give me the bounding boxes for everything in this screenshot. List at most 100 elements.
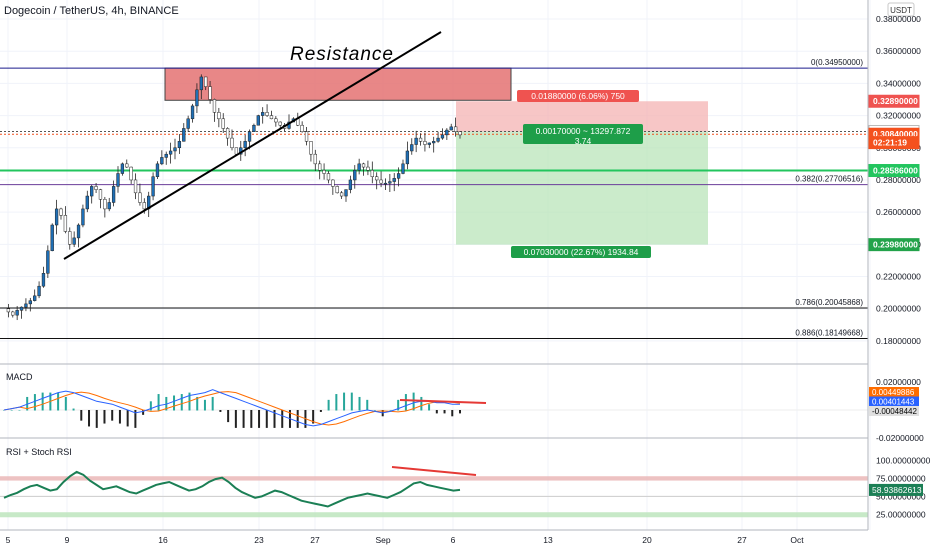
time-tick-label: 16 [158,535,168,545]
candle-body [133,179,138,194]
macd-histogram-bar [281,410,284,428]
price-tick-label: 0.22000000 [876,272,921,282]
candle-body [212,99,217,113]
candle-body [445,129,449,136]
candle-body [177,141,182,149]
macd-histogram-bar [149,401,152,411]
macd-histogram-bar [273,410,276,428]
candle-body [68,231,72,245]
macd-histogram-bar [420,396,423,411]
candle-body [72,237,76,245]
macd-badge-text: 0.00401443 [872,398,915,407]
candle-body [401,163,405,174]
macd-tick-label: 0.02000000 [876,377,921,387]
level-lines: 0(0.34950000) 0.382(0.27706516) 0.786(0.20… [0,58,868,339]
candle-body [19,306,24,311]
trendline [63,31,442,260]
candle-body [6,308,11,313]
symbol-title: Dogecoin / TetherUS, 4h, BINANCE [4,5,179,17]
macd-histogram-bar [80,410,83,421]
macd-histogram-bar [211,396,214,411]
candle-body [383,182,388,185]
macd-histogram-bar [412,392,415,411]
candle-body [230,137,234,149]
price-badge-box [868,94,920,108]
target-label: 0.07030000 (22.67%) 1934.84 [511,246,651,258]
candle-body [370,170,374,177]
macd-title: MACD [6,372,33,382]
time-tick-label: Oct [790,535,804,545]
candle-body [15,310,19,316]
macd-histogram-bar [435,410,438,414]
candle-body [234,147,239,155]
candle-body [98,189,103,200]
entry-label-text: 3.74 [575,136,592,146]
macd-histogram-bar [443,410,446,414]
candle-body [449,126,453,131]
candle-body [103,199,107,210]
macd-histogram-bar [373,410,376,411]
candle-body [256,115,260,126]
candle-body [348,179,353,190]
candle-body [107,202,111,210]
time-axis[interactable]: 5 9 16 23 27 Sep 6 13 20 27 Oct [6,535,805,545]
macd-histogram-bar [312,410,315,424]
macd-histogram-bar [103,410,106,424]
rsi-badge-text: 58.93862613 [872,485,922,495]
macd-histogram-bar [111,410,114,421]
rsi-tick-label: 50.00000000 [876,491,926,501]
macd-histogram-bar [95,410,98,428]
candle-body [326,173,331,181]
rsi-tick-label: 25.00000000 [876,509,926,519]
candle-body [243,141,247,149]
price-badge-box [868,238,920,252]
candle-body [410,144,414,152]
candle-body [190,105,195,120]
candle-body [54,208,59,226]
currency-text: USDT [890,6,912,15]
macd-line [3,389,460,427]
trade-zones [164,67,708,245]
macd-histogram-bar [404,394,407,411]
time-tick-label: 13 [543,535,553,545]
candle-body [261,112,265,116]
entry-label-text: 0.00170000 ~ 13297.872 [536,126,631,136]
candle-body [116,173,120,187]
macd-histogram-bar [258,410,261,428]
macd-histogram-bar [265,410,268,428]
candle-body [247,131,252,142]
grid-lines [0,0,871,530]
candle-body [300,124,304,132]
candle-body [375,176,379,181]
candle-body [28,300,32,305]
candle-body [357,163,361,171]
macd-histogram-bar [126,410,129,427]
macd-histogram-bar [451,410,454,417]
candle-body [151,176,155,197]
candle-body [344,189,348,197]
candle-body [11,311,15,316]
macd-pane: 0.02000000 -0.02000000 0.004498860.0040144… [0,377,924,443]
macd-histogram-bar [41,392,44,411]
target-label-box [511,246,651,258]
macd-signal-line [3,391,461,426]
price-badge-text: 02:21:19 [873,138,907,148]
fib-label: 0(0.34950000) [811,58,863,67]
macd-divergence-line [399,399,487,404]
candle-body [111,186,116,203]
candle-body [440,134,445,139]
candle-body [50,224,54,252]
macd-histogram-bar [180,394,183,411]
time-tick-label: Sep [375,535,390,545]
currency-box [887,2,915,17]
candle-body [81,208,85,226]
candle-body [125,163,129,168]
candle-body [331,179,335,187]
macd-histogram-bar [157,394,160,411]
candle-body [392,178,396,182]
macd-histogram-bar [242,410,245,428]
candle-body [366,166,370,171]
candle-body [396,173,401,179]
macd-histogram-bar [428,404,431,411]
